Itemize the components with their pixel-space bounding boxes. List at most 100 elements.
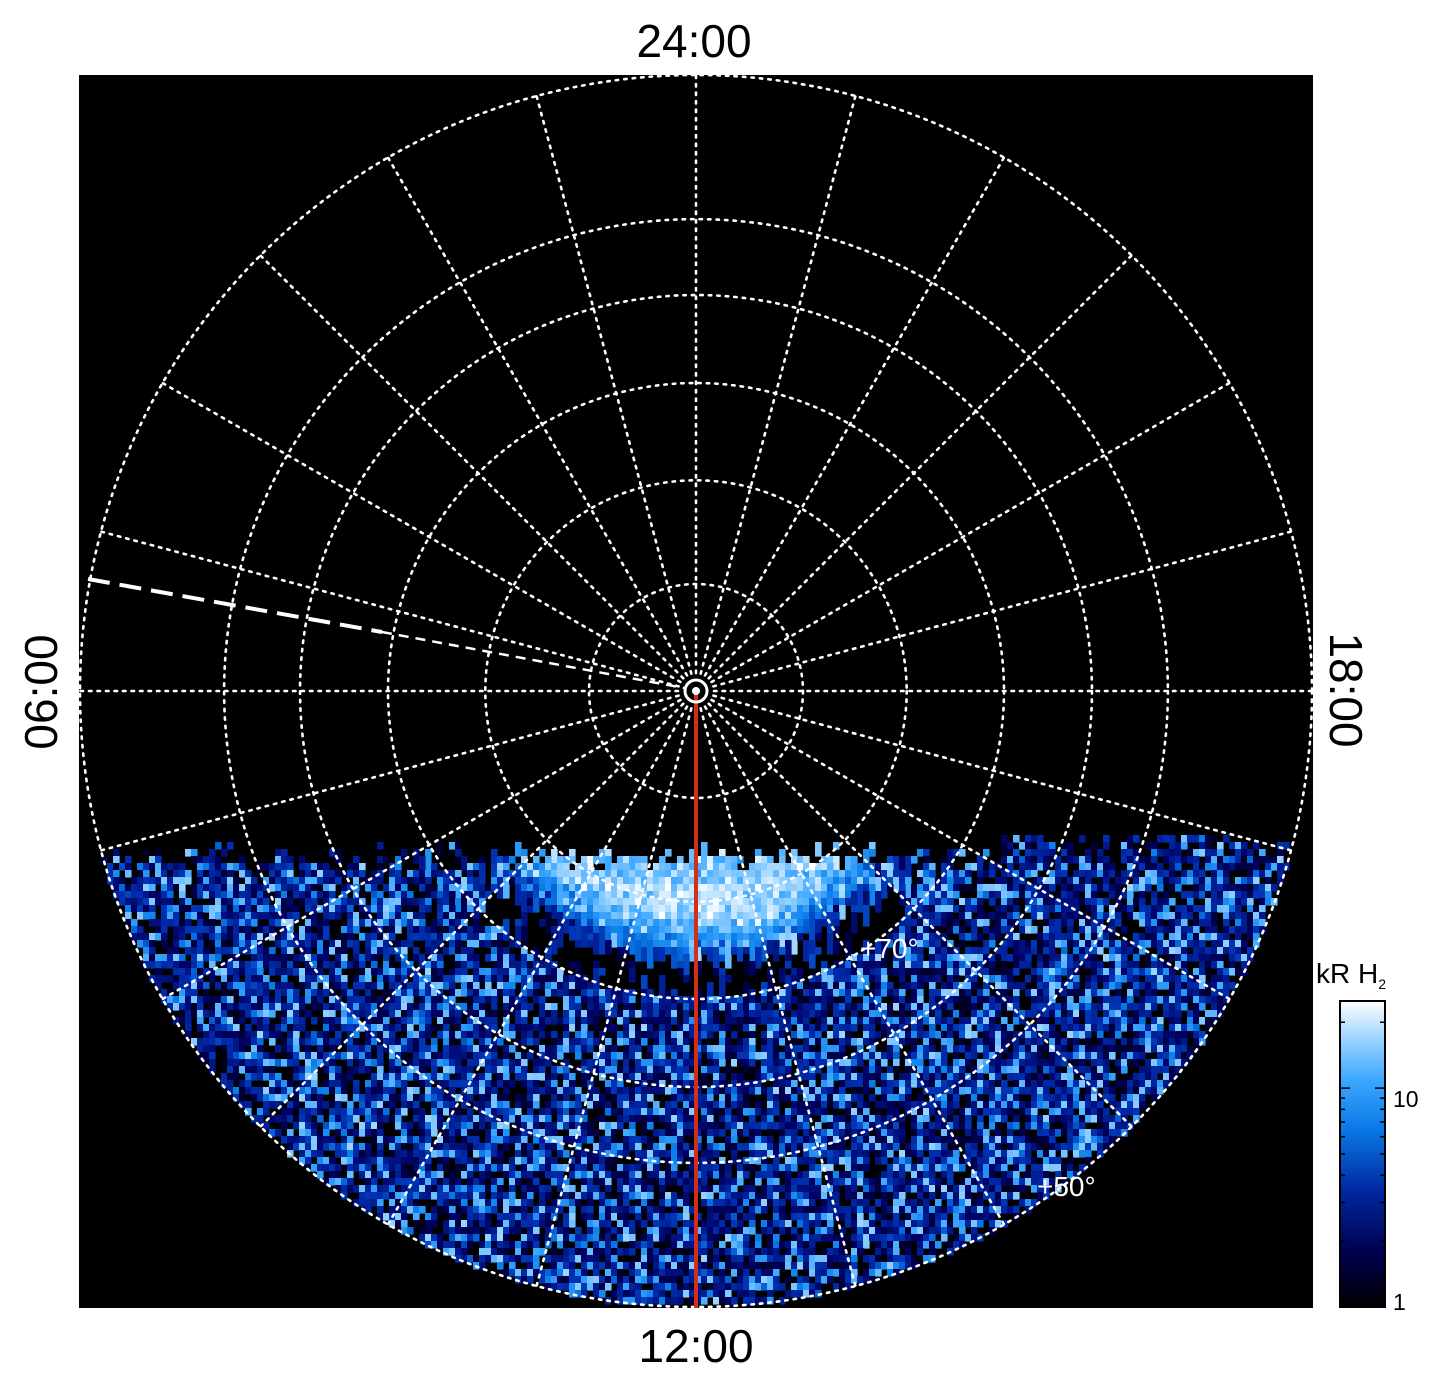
heatmap-cell <box>1067 842 1074 850</box>
heatmap-cell <box>1085 1073 1092 1081</box>
heatmap-cell <box>1223 968 1230 976</box>
heatmap-cell <box>1073 954 1080 962</box>
heatmap-cell <box>983 989 990 997</box>
heatmap-cell <box>173 940 180 948</box>
heatmap-cell <box>185 961 192 969</box>
heatmap-cell <box>1235 912 1242 920</box>
heatmap-cell <box>143 912 150 920</box>
heatmap-cell <box>833 1045 840 1053</box>
heatmap-cell <box>431 947 438 955</box>
heatmap-cell <box>353 996 360 1004</box>
heatmap-cell <box>335 940 342 948</box>
heatmap-cell <box>803 1003 810 1011</box>
heatmap-cell <box>425 1087 432 1095</box>
heatmap-cell <box>881 1080 888 1088</box>
heatmap-cell <box>989 1003 996 1011</box>
heatmap-cell <box>737 1038 744 1046</box>
heatmap-cell <box>251 961 258 969</box>
heatmap-cell <box>773 940 780 962</box>
heatmap-cell <box>263 989 270 997</box>
heatmap-cell <box>443 1080 450 1088</box>
heatmap-cell <box>419 954 426 962</box>
heatmap-cell <box>239 870 246 878</box>
heatmap-cell <box>329 912 336 920</box>
heatmap-cell <box>1127 982 1134 990</box>
heatmap-cell <box>395 905 402 913</box>
heatmap-cell <box>695 1080 702 1088</box>
heatmap-cell <box>599 1031 606 1039</box>
heatmap-cell <box>1127 1073 1134 1081</box>
heatmap-cell <box>227 933 234 941</box>
heatmap-cell <box>293 1031 300 1039</box>
heatmap-cell <box>1169 975 1176 983</box>
heatmap-cell <box>323 898 330 906</box>
heatmap-cell <box>1061 1087 1068 1095</box>
heatmap-cell <box>1031 1010 1038 1018</box>
heatmap-cell <box>923 1031 930 1039</box>
heatmap-cell <box>377 996 384 1004</box>
heatmap-cell <box>407 1003 414 1011</box>
heatmap-cell <box>983 1031 990 1039</box>
heatmap-cell <box>1241 856 1248 864</box>
heatmap-cell <box>899 1024 906 1032</box>
heatmap-cell <box>995 1087 1002 1095</box>
heatmap-cell <box>263 954 270 962</box>
heatmap-cell <box>1109 954 1116 962</box>
heatmap-cell <box>257 1045 264 1053</box>
heatmap-cell <box>533 1080 540 1088</box>
heatmap-cell <box>1157 1031 1164 1039</box>
heatmap-cell <box>233 1024 240 1032</box>
heatmap-cell <box>1079 1066 1086 1074</box>
heatmap-cell <box>1061 947 1068 955</box>
heatmap-cell <box>275 961 282 969</box>
heatmap-cell <box>311 1038 318 1046</box>
heatmap-cell <box>443 1017 450 1025</box>
heatmap-cell <box>353 1045 360 1053</box>
heatmap-cell <box>539 898 546 906</box>
heatmap-cell <box>203 947 210 955</box>
heatmap-cell <box>1013 891 1020 899</box>
heatmap-cell <box>287 905 294 913</box>
heatmap-cell <box>935 1010 942 1018</box>
heatmap-cell <box>287 877 294 885</box>
heatmap-cell <box>689 1003 696 1011</box>
heatmap-cell <box>689 1024 696 1032</box>
heatmap-cell <box>725 1003 732 1025</box>
heatmap-cell <box>1013 940 1020 948</box>
heatmap-cell <box>1175 1045 1182 1053</box>
heatmap-cell <box>1091 926 1098 934</box>
heatmap-cell <box>1157 849 1164 857</box>
heatmap-cell <box>1073 1059 1080 1067</box>
heatmap-cell <box>1121 849 1128 857</box>
heatmap-cell <box>1079 996 1086 1004</box>
heatmap-cell <box>1205 835 1212 843</box>
heatmap-cell <box>623 933 630 941</box>
heatmap-cell <box>1103 1066 1110 1074</box>
heatmap-cell <box>851 1017 858 1025</box>
heatmap-cell <box>653 940 660 948</box>
heatmap-cell <box>935 1059 942 1067</box>
heatmap-cell <box>1169 982 1176 990</box>
heatmap-cell <box>1193 954 1200 962</box>
heatmap-cell <box>1109 1087 1116 1095</box>
heatmap-cell <box>779 877 786 885</box>
heatmap-cell <box>1247 891 1254 899</box>
heatmap-cell <box>1253 919 1260 927</box>
heatmap-cell <box>1085 1087 1092 1095</box>
heatmap-cell <box>203 891 210 899</box>
heatmap-cell <box>623 961 630 969</box>
heatmap-cell <box>1085 933 1092 941</box>
heatmap-cell <box>893 1031 900 1039</box>
heatmap-cell <box>767 1017 774 1025</box>
heatmap-cell <box>353 940 360 948</box>
heatmap-cell <box>389 933 396 941</box>
heatmap-cell <box>881 1010 888 1018</box>
heatmap-cell <box>143 961 150 969</box>
heatmap-cell <box>1151 1066 1158 1074</box>
heatmap-cell <box>1031 989 1038 997</box>
heatmap-cell <box>1253 877 1260 885</box>
heatmap-cell <box>1181 947 1188 955</box>
heatmap-cell <box>1007 919 1014 927</box>
heatmap-cell <box>815 1003 822 1011</box>
heatmap-cell <box>413 1073 420 1081</box>
